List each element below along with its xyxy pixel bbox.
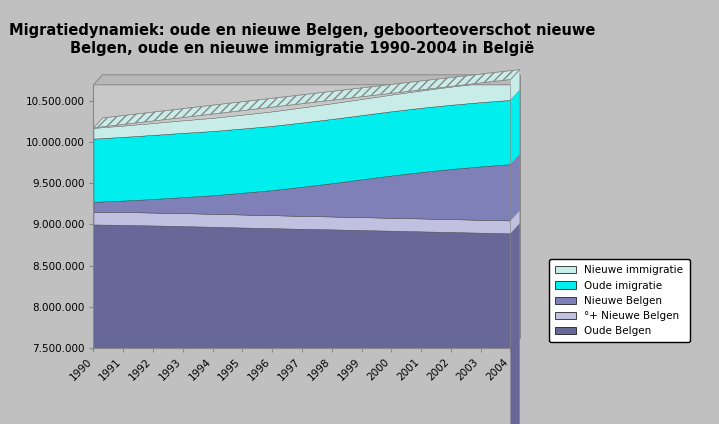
Text: Migratiedynamiek: oude en nieuwe Belgen, geboorteoverschot nieuwe
Belgen, oude e: Migratiedynamiek: oude en nieuwe Belgen,… (9, 23, 595, 56)
Legend: Nieuwe immigratie, Oude imigratie, Nieuwe Belgen, °+ Nieuwe Belgen, Oude Belgen: Nieuwe immigratie, Oude imigratie, Nieuw… (549, 259, 690, 343)
